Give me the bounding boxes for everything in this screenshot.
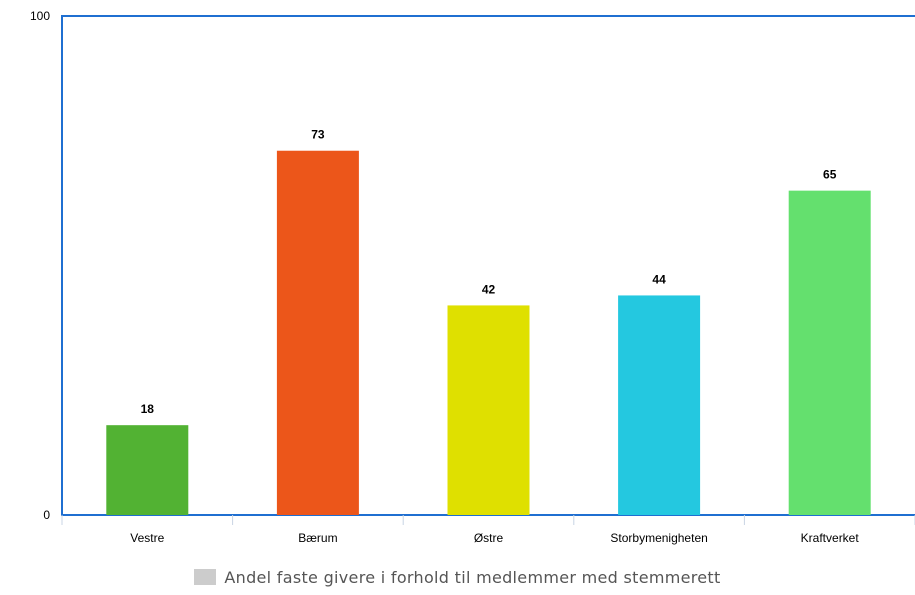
x-category-label: Østre [474,531,504,545]
bar[interactable] [447,305,530,515]
bar-value-label: 42 [482,282,496,296]
y-tick-label: 0 [43,508,50,522]
bar[interactable] [276,150,359,516]
y-tick-label: 100 [30,9,50,23]
bar[interactable] [618,295,701,515]
category-labels: Vestre Bærum Østre Storbymenigheten Kraftver… [130,531,859,545]
bar[interactable] [106,425,189,515]
x-category-label: Vestre [130,531,164,545]
x-category-label: Kraftverket [801,531,860,545]
y-axis-ticks: 0 100 [30,9,50,522]
bar[interactable] [788,190,871,515]
chart-legend[interactable]: Andel faste givere i forhold til medlemm… [0,565,915,589]
legend-label: Andel faste givere i forhold til medlemm… [224,567,721,587]
x-category-label: Bærum [298,531,337,545]
x-category-label: Storbymenigheten [610,531,707,545]
bar-value-label: 73 [311,128,325,142]
bar-value-labels: 18 73 42 44 65 [141,128,837,416]
bar-value-label: 44 [652,272,666,286]
bar-value-label: 65 [823,168,837,182]
bar-value-label: 18 [141,402,155,416]
chart-bars [106,150,871,516]
legend-swatch [194,569,217,585]
